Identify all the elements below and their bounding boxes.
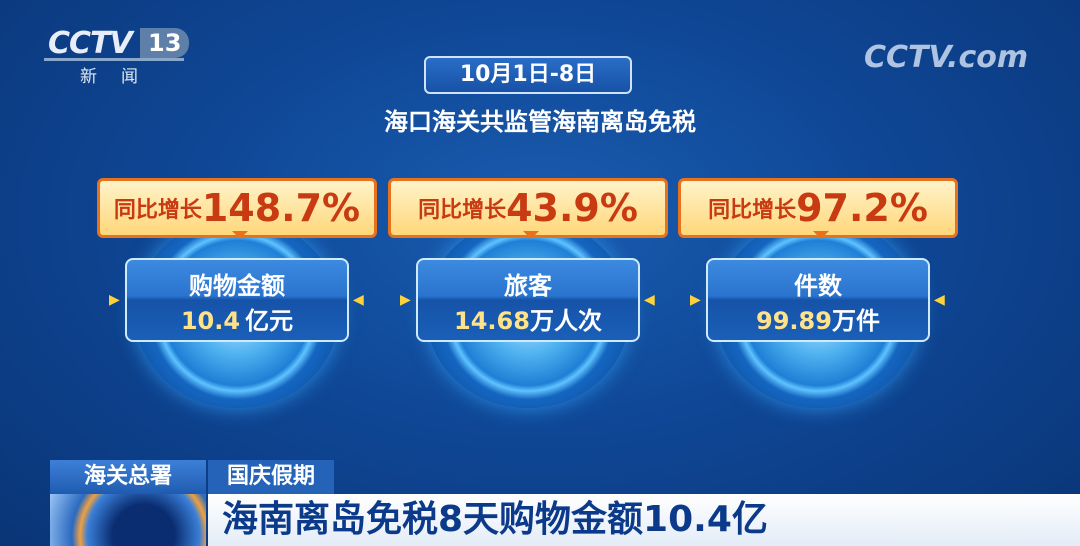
growth-badge: 同比增长97.2% (678, 178, 958, 239)
cctv-logo: CCTV (48, 26, 133, 61)
growth-value: 97.2% (796, 186, 928, 230)
growth-value: 43.9% (506, 186, 638, 230)
growth-badge: 同比增长148.7% (97, 178, 377, 239)
stat-value: 99.89 (756, 307, 832, 335)
arrow-left-icon: ◀ (353, 292, 364, 308)
stat-box: 件数 99.89万件 (706, 258, 930, 342)
stat-unit: 万件 (831, 307, 880, 335)
stat-unit: 亿元 (245, 307, 294, 335)
stat-card-travelers: 同比增长43.9% 旅客 14.68万人次 ▶ ◀ (388, 178, 668, 418)
headline: 海南离岛免税8天购物金额10.4亿 (208, 494, 1080, 546)
source-tag: 海关总署 (50, 460, 206, 494)
stat-value: 14.68 (454, 307, 530, 335)
growth-badge: 同比增长43.9% (388, 178, 668, 239)
stat-box: 旅客 14.68万人次 (416, 258, 640, 342)
growth-value: 148.7% (201, 186, 361, 230)
arrow-right-icon: ▶ (400, 292, 411, 308)
stat-value: 10.4 (180, 307, 241, 335)
channel-number: 13 (140, 28, 190, 58)
arrow-left-icon: ◀ (644, 292, 655, 308)
globe-graphic (50, 494, 206, 546)
arrow-right-icon: ▶ (109, 292, 120, 308)
subtitle: 海口海关共监管海南离岛免税 (384, 108, 696, 136)
stat-card-shopping: 同比增长148.7% 购物金额 10.4 亿元 ▶ ◀ (97, 178, 377, 418)
stat-box: 购物金额 10.4 亿元 (125, 258, 349, 342)
arrow-right-icon: ▶ (690, 292, 701, 308)
stat-card-items: 同比增长97.2% 件数 99.89万件 ▶ ◀ (678, 178, 958, 418)
topic-tag: 国庆假期 (208, 460, 334, 494)
date-range: 10月1日-8日 (424, 56, 632, 94)
logo-divider (44, 58, 184, 61)
growth-label: 同比增长 (113, 198, 202, 223)
cctv-watermark: CCTV.com (864, 40, 1029, 75)
stat-label: 旅客 (504, 272, 552, 300)
stat-unit: 万人次 (529, 307, 602, 335)
growth-label: 同比增长 (418, 198, 507, 223)
stat-label: 购物金额 (189, 272, 285, 300)
growth-label: 同比增长 (708, 198, 797, 223)
stat-label: 件数 (794, 272, 842, 300)
arrow-left-icon: ◀ (934, 292, 945, 308)
channel-name: 新闻 (80, 67, 162, 87)
